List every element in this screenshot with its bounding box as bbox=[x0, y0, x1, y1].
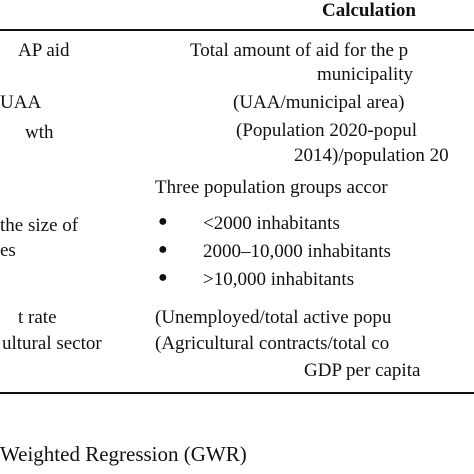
indicator-cap-aid: AP aid bbox=[18, 40, 70, 61]
bullet-icon: ● bbox=[158, 241, 168, 258]
bullet-text-large: >10,000 inhabitants bbox=[203, 269, 355, 290]
indicator-growth: wth bbox=[25, 122, 54, 143]
indicator-size-line2: es bbox=[0, 240, 16, 261]
bullet-icon: ● bbox=[158, 213, 168, 230]
bullet-text-small: <2000 inhabitants bbox=[203, 213, 340, 234]
calc-uaa: (UAA/municipal area) bbox=[233, 92, 405, 113]
indicator-uaa: UAA bbox=[0, 92, 42, 113]
indicator-size-line1: the size of bbox=[0, 215, 79, 236]
calc-agri-contracts: (Agricultural contracts/total co bbox=[155, 333, 390, 354]
bullet-icon: ● bbox=[158, 269, 168, 286]
column-header-calculation: Calculation bbox=[322, 0, 416, 21]
section-caption: Weighted Regression (GWR) bbox=[0, 442, 247, 466]
indicator-unemployment: t rate bbox=[18, 307, 57, 328]
calc-gdp: GDP per capita bbox=[304, 360, 421, 381]
calc-population-groups: Three population groups accor bbox=[155, 177, 388, 198]
calc-growth-line2: 2014)/population 20 bbox=[294, 145, 449, 166]
calc-cap-aid-line1: Total amount of aid for the p bbox=[190, 40, 409, 61]
bullet-text-medium: 2000–10,000 inhabitants bbox=[203, 241, 391, 262]
table-bottom-rule bbox=[0, 392, 474, 394]
indicator-agri-sector: ultural sector bbox=[2, 333, 102, 354]
calc-cap-aid-line2: municipality bbox=[317, 64, 414, 85]
table-top-rule bbox=[0, 29, 474, 31]
calc-unemployment: (Unemployed/total active popu bbox=[155, 307, 392, 328]
calc-growth-line1: (Population 2020-popul bbox=[236, 120, 418, 141]
